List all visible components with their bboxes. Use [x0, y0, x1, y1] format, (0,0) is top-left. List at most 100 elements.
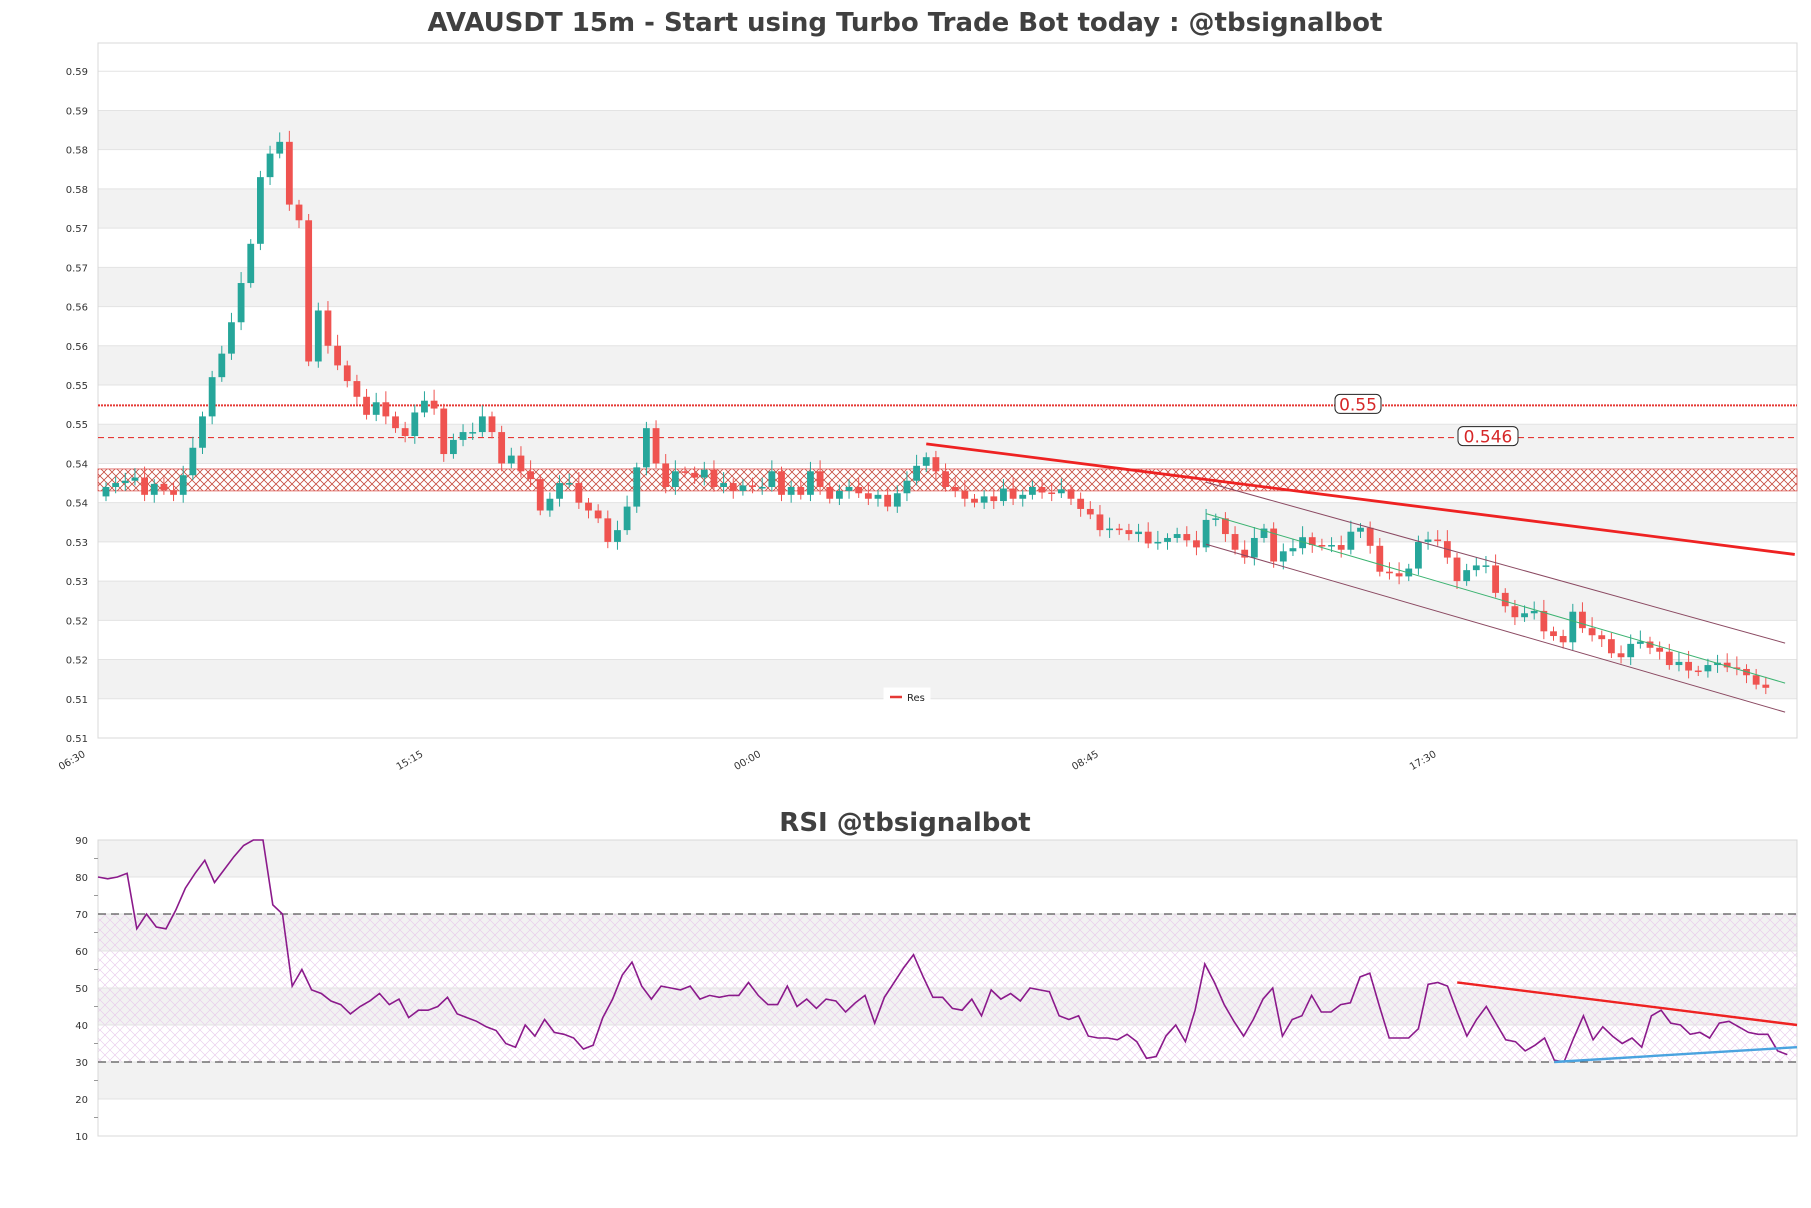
candle-body — [1279, 551, 1287, 562]
price-y-tick-label: 0.56 — [66, 303, 88, 314]
candle-body — [884, 494, 892, 507]
price-y-tick-label: 0.52 — [66, 616, 88, 627]
candle-body — [990, 496, 998, 502]
candle-body — [1366, 527, 1374, 546]
candle-body — [1646, 641, 1654, 648]
candle-body — [237, 283, 245, 323]
price-band — [98, 188, 1797, 229]
candle-body — [1086, 508, 1094, 515]
candle-body — [1057, 489, 1065, 494]
candle-body — [527, 471, 534, 480]
rsi-line — [97, 839, 1788, 1063]
candle-body — [276, 141, 284, 154]
rsi-y-tick-label: 10 — [75, 1132, 88, 1143]
candle-body — [1029, 486, 1036, 495]
price-chart-title: AVAUSDT 15m - Start using Turbo Trade Bo… — [428, 8, 1383, 38]
candle-body — [565, 483, 573, 485]
candle-body — [440, 408, 448, 455]
candle-body — [1482, 565, 1490, 567]
candle-body — [1579, 611, 1586, 629]
candle-body — [228, 322, 235, 354]
candle-body — [507, 455, 515, 464]
candle-body — [305, 220, 313, 362]
price-band — [98, 110, 1797, 150]
candle-body — [392, 416, 399, 429]
candle-body — [179, 475, 187, 495]
candle-body — [1463, 570, 1471, 582]
candle-body — [1588, 628, 1596, 636]
candle-body — [1521, 613, 1528, 618]
candle-body — [334, 345, 341, 366]
candle-body — [266, 153, 274, 178]
candle-body — [662, 463, 670, 487]
candle-body — [1714, 662, 1721, 666]
candle-body — [1067, 489, 1075, 499]
candle-body — [807, 471, 814, 495]
candle-body — [536, 479, 544, 511]
candle-body — [575, 483, 583, 503]
candle-body — [623, 506, 631, 531]
candle-body — [1608, 639, 1615, 654]
level-label: 0.55 — [1339, 395, 1377, 415]
candle-body — [681, 471, 689, 473]
candle-body — [1685, 661, 1692, 671]
price-y-tick-label: 0.55 — [66, 381, 88, 392]
candle-body — [1289, 548, 1297, 552]
candle-body — [1511, 606, 1519, 618]
channel-upper-line — [1205, 481, 1786, 644]
level-label: 0.546 — [1464, 428, 1513, 448]
candle-body — [1559, 636, 1567, 643]
candle-body — [1125, 530, 1133, 535]
candle-body — [1318, 545, 1326, 547]
candle-body — [816, 471, 824, 487]
candle-body — [1202, 519, 1210, 548]
candle-body — [1231, 534, 1239, 550]
price-y-tick-label: 0.53 — [66, 538, 88, 549]
candle-body — [1550, 631, 1557, 637]
candle-body — [739, 485, 747, 491]
price-band — [98, 267, 1797, 307]
candle-body — [942, 471, 949, 487]
candle-body — [1173, 534, 1181, 538]
candle-body — [411, 412, 419, 436]
candle-body — [1395, 573, 1403, 577]
candle-body — [652, 428, 660, 464]
candle-body — [1009, 488, 1017, 499]
price-y-tick-label: 0.55 — [66, 420, 88, 431]
candle-body — [980, 496, 988, 503]
candle-body — [1250, 537, 1258, 558]
candle-body — [488, 416, 496, 433]
candle-body — [604, 518, 612, 542]
candle-body — [170, 490, 177, 495]
price-y-tick-label: 0.58 — [66, 146, 88, 157]
candle-body — [864, 493, 872, 499]
candle-body — [1540, 610, 1548, 632]
candle-body — [1492, 565, 1499, 593]
candle-body — [710, 469, 718, 487]
candle-body — [1376, 545, 1384, 572]
candle-body — [1328, 545, 1335, 547]
candle-body — [1299, 537, 1306, 549]
candle-body — [257, 177, 264, 244]
candle-body — [1019, 494, 1027, 499]
candle-body — [478, 416, 486, 433]
candle-body — [845, 486, 853, 491]
price-x-tick-label: 15:15 — [395, 749, 425, 773]
candle-body — [1308, 537, 1316, 546]
candle-body — [758, 486, 766, 489]
price-band — [98, 659, 1797, 699]
rsi-y-tick-label: 20 — [75, 1095, 88, 1106]
candle-body — [1704, 665, 1712, 672]
candle-body — [324, 310, 332, 346]
candle-body — [749, 485, 756, 487]
legend-box — [883, 687, 931, 707]
downtrend-line — [926, 442, 1795, 556]
price-frame — [97, 42, 1798, 739]
price-band — [98, 345, 1797, 386]
candle-body — [1752, 675, 1760, 685]
candle-body — [1434, 539, 1442, 542]
candle-body — [556, 483, 563, 499]
candle-body — [1694, 670, 1702, 673]
candle-body — [1164, 537, 1171, 542]
